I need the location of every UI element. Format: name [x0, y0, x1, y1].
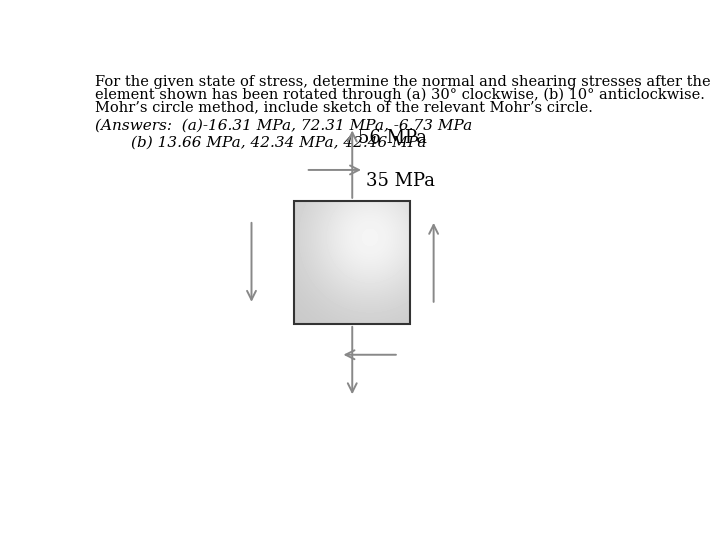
Text: element shown has been rotated through (a) 30° clockwise, (b) 10° anticlockwise.: element shown has been rotated through (… — [95, 87, 710, 102]
Text: 56 MPa: 56 MPa — [359, 129, 427, 147]
Text: (Answers:  (a)-16.31 MPa, 72.31 MPa, -6.73 MPa: (Answers: (a)-16.31 MPa, 72.31 MPa, -6.7… — [95, 118, 472, 133]
Bar — [294, 201, 410, 324]
Text: (b) 13.66 MPa, 42.34 MPa, 42.46 MPa: (b) 13.66 MPa, 42.34 MPa, 42.46 MPa — [131, 135, 427, 149]
Text: 35 MPa: 35 MPa — [366, 172, 435, 190]
Text: Mohr’s circle method, include sketch of the relevant Mohr’s circle.: Mohr’s circle method, include sketch of … — [95, 100, 593, 114]
Text: For the given state of stress, determine the normal and shearing stresses after : For the given state of stress, determine… — [95, 75, 710, 89]
